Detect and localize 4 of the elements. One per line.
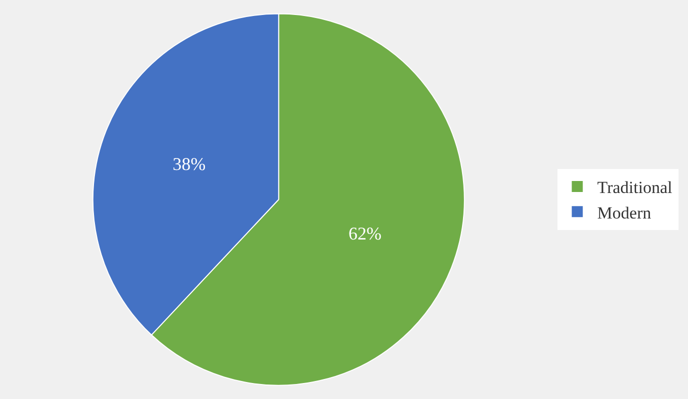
legend-label: Traditional <box>597 178 672 198</box>
data-label: 38% <box>172 154 206 174</box>
data-label: 62% <box>348 224 382 244</box>
legend-label: Modern <box>597 203 652 222</box>
